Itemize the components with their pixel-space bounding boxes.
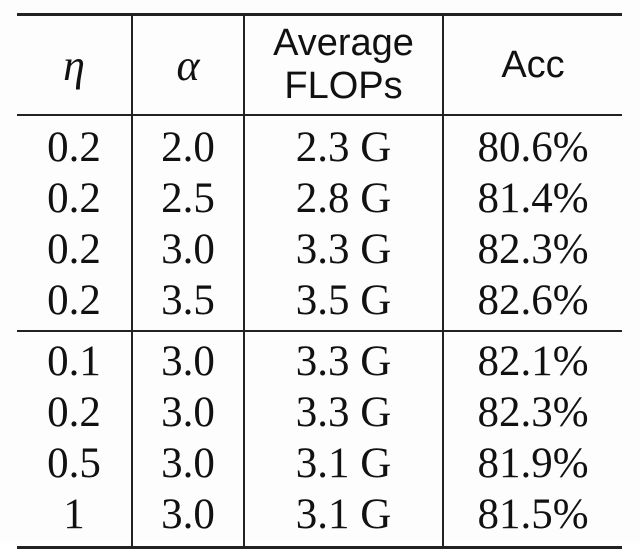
cell-acc: 82.6% xyxy=(442,275,622,332)
cell-flops: 3.1 G xyxy=(243,489,443,549)
header-eta-label: η xyxy=(63,40,85,90)
cell-eta: 0.2 xyxy=(17,275,132,332)
cell-flops: 3.1 G xyxy=(243,438,443,489)
cell-eta: 0.5 xyxy=(47,440,101,487)
cell-alpha: 3.0 xyxy=(131,438,244,489)
cell-flops: 2.3 G xyxy=(243,115,443,173)
table-header: η α Average FLOPs Acc xyxy=(17,13,622,116)
cell-alpha: 3.5 xyxy=(131,275,244,332)
cell-eta: 1 xyxy=(17,489,132,549)
cell-flops: 3.3 G xyxy=(243,224,443,275)
table-row: 0.2 3.5 3.5 G 82.6% xyxy=(17,275,622,332)
row-group-alpha-sweep: 0.2 2.0 2.3 G 80.6% 0.2 2.5 2.8 G 81.4% … xyxy=(17,115,622,332)
cell-acc: 82.3% xyxy=(442,224,622,275)
cell-acc: 82.3% xyxy=(442,387,622,438)
header-alpha: α xyxy=(131,13,244,116)
cell-alpha: 3.0 xyxy=(131,331,244,387)
table-row: 0.5 3.0 3.1 G 81.9% xyxy=(17,438,622,489)
cell-acc: 81.5% xyxy=(442,489,622,549)
cell-alpha: 2.0 xyxy=(131,115,244,173)
table-row: 0.2 2.0 2.3 G 80.6% xyxy=(17,115,622,173)
row-group-eta-sweep: 0.1 3.0 3.3 G 82.1% 0.2 3.0 3.3 G 82.3% … xyxy=(17,331,622,549)
cell-acc: 80.6% xyxy=(442,115,622,173)
header-alpha-label: α xyxy=(176,40,200,90)
cell-alpha: 3.0 xyxy=(131,489,244,549)
header-flops-line1: Average xyxy=(273,22,414,64)
header-eta: η xyxy=(17,13,132,116)
cell-acc: 82.1% xyxy=(442,331,622,387)
cell-eta: 0.2 xyxy=(47,124,101,171)
cell-acc: 81.4% xyxy=(442,173,622,224)
cell-flops: 3.3 G xyxy=(243,387,443,438)
cell-flops: 3.5 G xyxy=(243,275,443,332)
header-row: η α Average FLOPs Acc xyxy=(17,13,622,116)
cell-eta: 0.2 xyxy=(47,226,101,273)
table-row: 0.2 3.0 3.3 G 82.3% xyxy=(17,387,622,438)
cell-flops: 2.8 G xyxy=(243,173,443,224)
table-row: 1 3.0 3.1 G 81.5% xyxy=(17,489,622,549)
header-flops-line2: FLOPs xyxy=(284,65,403,107)
table-row: 0.2 3.0 3.3 G 82.3% xyxy=(17,224,622,275)
table-row: 0.1 3.0 3.3 G 82.1% xyxy=(17,331,622,387)
cell-alpha: 2.5 xyxy=(131,173,244,224)
results-table: η α Average FLOPs Acc 0.2 2.0 2.3 G 80.6 xyxy=(17,13,622,549)
header-average-flops: Average FLOPs xyxy=(243,13,443,116)
cell-eta: 0.1 xyxy=(47,338,101,385)
cell-eta: 0.2 xyxy=(47,389,101,436)
cell-acc: 81.9% xyxy=(442,438,622,489)
cell-eta: 0.2 xyxy=(47,175,101,222)
cell-alpha: 3.0 xyxy=(131,387,244,438)
cell-alpha: 3.0 xyxy=(131,224,244,275)
cell-flops: 3.3 G xyxy=(243,331,443,387)
header-acc-label: Acc xyxy=(501,43,565,86)
header-acc: Acc xyxy=(442,13,622,116)
table-row: 0.2 2.5 2.8 G 81.4% xyxy=(17,173,622,224)
